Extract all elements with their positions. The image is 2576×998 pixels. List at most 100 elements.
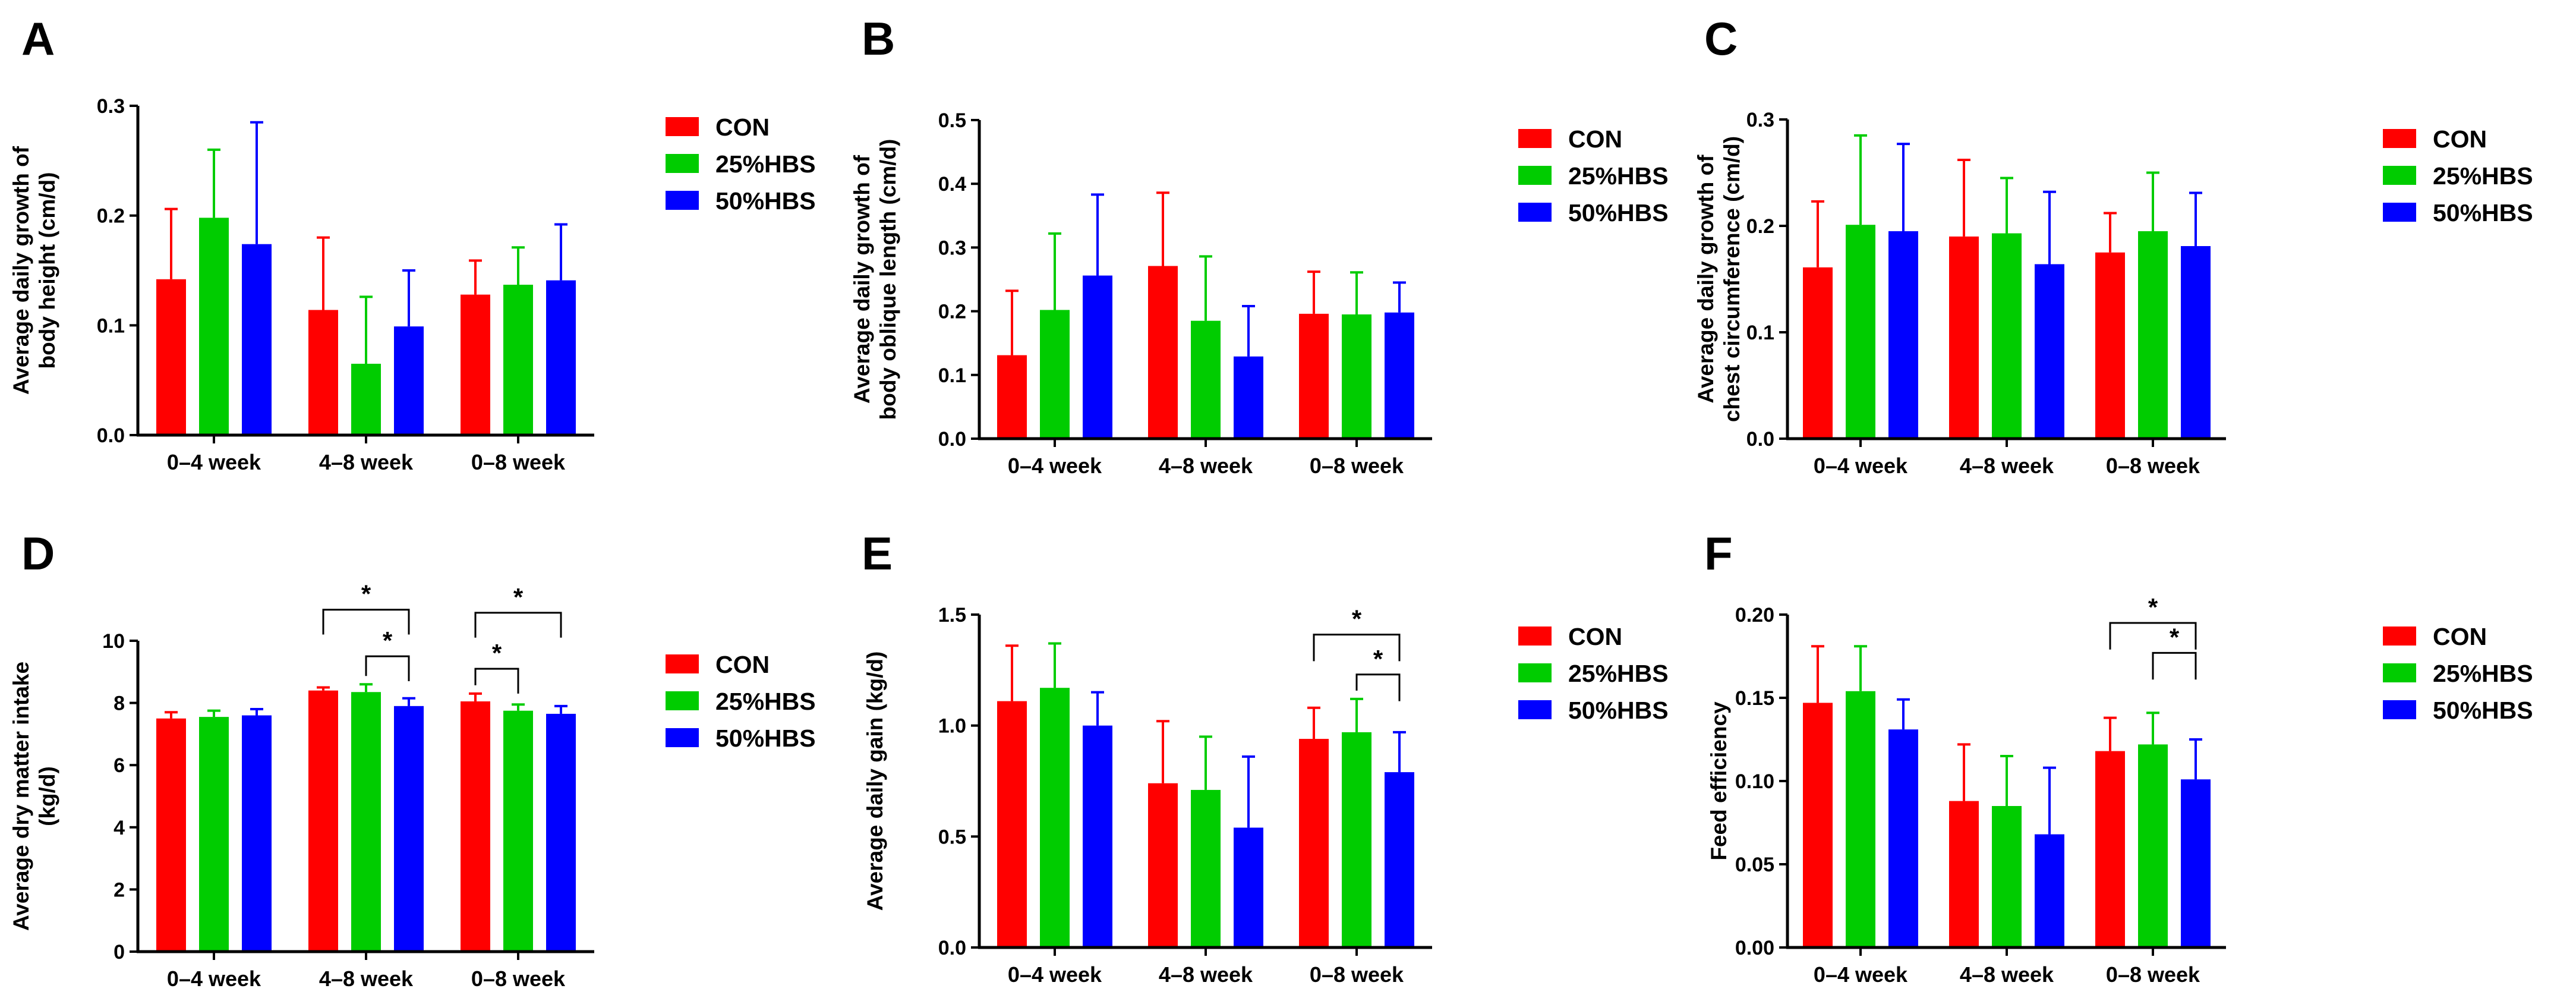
bar-con (1949, 801, 1979, 947)
legend-swatch-50pcthbs (666, 728, 699, 747)
y-tick-label: 0.20 (1735, 604, 1774, 626)
bar-25pcthbs (1342, 732, 1371, 947)
y-tick-label: 0.2 (97, 205, 125, 228)
y-tick-label: 0.00 (1735, 937, 1774, 959)
y-tick-label: 0.5 (938, 109, 966, 132)
bar-50pcthbs (394, 326, 424, 435)
bar-25pcthbs (1992, 233, 2022, 439)
panel-letter: E (862, 527, 893, 580)
legend-swatch-25pcthbs (2383, 663, 2416, 682)
y-tick-label: 6 (113, 754, 125, 777)
bar-50pcthbs (1385, 312, 1414, 439)
significance-star: * (361, 580, 371, 608)
legend-label: CON (2433, 125, 2487, 153)
x-tick-label: 4–8 week (319, 450, 414, 474)
bar-50pcthbs (1234, 827, 1263, 947)
bar-con (1803, 703, 1833, 947)
bar-50pcthbs (1888, 729, 1918, 947)
bar-con (308, 690, 338, 952)
y-tick-label: 0.3 (938, 237, 966, 259)
legend-swatch-50pcthbs (2383, 700, 2416, 719)
legend-swatch-con (666, 117, 699, 136)
panel-c: C 0.0 0.1 0.2 0.3 0–4 week 4–8 week 0–8 week Ave… (1694, 12, 2533, 478)
bar-50pcthbs (546, 713, 576, 952)
bar-50pcthbs (242, 244, 272, 435)
significance-star: * (513, 583, 524, 611)
legend-swatch-50pcthbs (1518, 203, 1552, 222)
panel-a: A 0.0 0.1 0.2 0.3 0–4 week 4–8 week 0–8 week Ave… (9, 12, 816, 474)
bar-con (997, 355, 1027, 439)
bar-25pcthbs (351, 692, 381, 952)
y-tick-label: 0 (113, 941, 125, 964)
legend-label: 25%HBS (1568, 162, 1669, 190)
legend-label: 25%HBS (2433, 162, 2533, 190)
bar-50pcthbs (1234, 356, 1263, 439)
legend-label: CON (1568, 125, 1622, 153)
y-axis-label-line: Average daily growth of (850, 155, 874, 404)
x-tick-label: 0–4 week (167, 966, 261, 991)
y-tick-label: 0.3 (97, 95, 125, 118)
panel-e: E 0.0 0.5 1.0 1.5 0–4 week 4–8 week 0–8 week Ave… (862, 527, 1669, 987)
legend-swatch-50pcthbs (2383, 203, 2416, 222)
significance-star: * (2148, 593, 2158, 621)
bar-25pcthbs (503, 710, 533, 952)
bar-50pcthbs (1083, 725, 1112, 947)
bar-25pcthbs (199, 218, 229, 435)
y-tick-label: 2 (113, 879, 125, 901)
y-axis-label: Feed efficiency (1707, 701, 1731, 861)
bar-25pcthbs (1992, 806, 2022, 947)
legend-swatch-con (1518, 129, 1552, 148)
y-axis-label-line: Average dry matter intake (9, 662, 33, 931)
legend-label: 50%HBS (715, 725, 816, 752)
legend-swatch-25pcthbs (666, 154, 699, 173)
legend-label: 50%HBS (2433, 697, 2533, 724)
bar-25pcthbs (1040, 310, 1070, 439)
y-tick-label: 1.0 (938, 715, 966, 738)
x-tick-label: 0–8 week (471, 966, 566, 991)
legend-swatch-con (1518, 626, 1552, 646)
y-axis-label: Average dry matter intake(kg/d) (9, 662, 59, 931)
x-tick-label: 0–4 week (1008, 454, 1102, 478)
panel-letter: F (1704, 527, 1733, 580)
x-tick-label: 0–8 week (1310, 962, 1404, 987)
bar-50pcthbs (2035, 834, 2064, 947)
significance-star: * (2170, 623, 2180, 651)
x-tick-label: 0–8 week (1310, 454, 1404, 478)
bar-con (308, 310, 338, 435)
panel-letter: C (1704, 12, 1738, 65)
x-tick-label: 0–8 week (2106, 962, 2200, 987)
y-tick-label: 10 (102, 630, 125, 653)
legend-swatch-con (2383, 129, 2416, 148)
bar-25pcthbs (1191, 320, 1221, 439)
bar-50pcthbs (1888, 231, 1918, 439)
x-tick-label: 4–8 week (1960, 962, 2054, 987)
significance-star: * (383, 626, 393, 654)
y-axis-label: Average daily growth ofbody oblique leng… (850, 139, 900, 420)
y-axis-label-line: body oblique length (cm/d) (876, 139, 900, 420)
bar-25pcthbs (2138, 231, 2168, 439)
significance-star: * (1352, 605, 1362, 633)
y-tick-label: 0.15 (1735, 687, 1774, 710)
y-axis-label: Average daily growth ofchest circumferen… (1694, 136, 1744, 422)
significance-bracket (474, 668, 519, 694)
y-axis-label: Average daily gain (kg/d) (863, 651, 887, 911)
bar-con (461, 294, 490, 435)
bar-50pcthbs (2181, 246, 2211, 439)
bar-con (2095, 252, 2125, 439)
y-axis-label-line: Average daily gain (kg/d) (863, 651, 887, 911)
bar-50pcthbs (242, 715, 272, 952)
bar-con (1299, 313, 1329, 439)
y-tick-label: 0.2 (1746, 215, 1774, 238)
legend-swatch-con (666, 654, 699, 673)
bar-50pcthbs (394, 706, 424, 952)
y-axis-label-line: body height (cm/d) (35, 172, 59, 369)
y-axis-label: Average daily growth ofbody height (cm/d… (9, 146, 59, 395)
bar-con (156, 718, 186, 952)
bar-con (1148, 266, 1178, 439)
y-tick-label: 0.0 (97, 424, 125, 447)
y-tick-label: 0.0 (938, 937, 966, 959)
x-tick-label: 0–4 week (167, 450, 261, 474)
bar-25pcthbs (1846, 691, 1875, 947)
legend-swatch-25pcthbs (2383, 166, 2416, 185)
